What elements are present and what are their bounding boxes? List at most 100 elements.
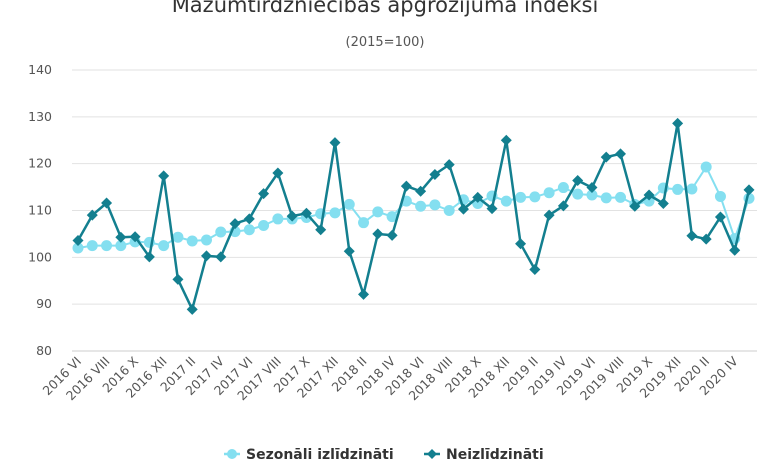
data-point [300,207,312,219]
data-point [172,231,184,243]
data-point [429,199,441,211]
data-point [572,175,584,187]
data-point [358,288,370,300]
data-point [343,245,355,257]
data-point [672,117,684,129]
data-point [115,231,127,243]
data-point [529,264,541,276]
series-seasonally-adjusted [72,161,755,254]
data-point [557,200,569,212]
data-point [372,206,384,218]
data-point [657,197,669,209]
legend-label: Neizlīdzināti [446,447,544,463]
data-point [358,217,370,229]
data-point [515,191,527,203]
data-point [457,203,469,215]
data-point [158,170,170,182]
chart-title: Mazumtirdzniecības apgrozījuma indeksi [172,0,599,17]
data-point [500,195,512,207]
data-point [500,134,512,146]
data-point [101,240,113,252]
data-point [272,167,284,179]
data-point [600,151,612,163]
legend-label: Sezonāli izlīdzināti [246,447,394,463]
data-point [586,182,598,194]
data-point [258,188,270,200]
legend-marker [427,449,437,459]
data-point [86,209,98,221]
data-point [258,219,270,231]
data-point [329,207,341,219]
data-point [443,159,455,171]
y-tick-label: 100 [28,249,52,264]
data-point [515,238,527,250]
data-point [600,192,612,204]
data-point [615,148,627,160]
y-tick-label: 140 [28,62,52,77]
data-point [543,187,555,199]
data-point [672,183,684,195]
data-point [543,209,555,221]
data-point [729,244,741,256]
data-point [143,251,155,263]
y-tick-label: 130 [28,109,52,124]
data-point [400,180,412,192]
data-point [615,191,627,203]
data-point [158,240,170,252]
data-point [286,210,298,222]
data-point [129,231,141,243]
data-point [115,240,127,252]
data-point [343,198,355,210]
y-axis: 80 90 100 110 120 130 140 [28,62,52,358]
data-point [372,228,384,240]
data-point [686,183,698,195]
y-tick-label: 120 [28,156,52,171]
data-point [86,240,98,252]
data-point [101,197,113,209]
data-point [572,188,584,200]
data-point [415,185,427,197]
data-point [529,191,541,203]
data-point [200,234,212,246]
data-point [386,229,398,241]
data-point [557,182,569,194]
data-point [700,233,712,245]
data-point [586,189,598,201]
data-point [186,235,198,247]
data-point [215,251,227,263]
data-point [700,161,712,173]
series-group [72,117,755,315]
data-point [172,273,184,285]
data-point [243,213,255,225]
data-point [643,189,655,201]
y-tick-label: 90 [36,296,52,311]
legend-item: Sezonāli izlīdzināti [224,447,394,463]
data-point [229,218,241,230]
data-point [472,191,484,203]
y-tick-label: 80 [36,343,52,358]
data-point [272,213,284,225]
data-point [714,211,726,223]
data-point [629,200,641,212]
data-point [486,203,498,215]
data-point [186,303,198,315]
data-point [386,211,398,223]
data-point [714,190,726,202]
y-tick-label: 110 [28,203,52,218]
legend-item: Neizlīdzināti [424,447,544,463]
gridlines [72,69,757,352]
legend-marker [227,449,237,459]
data-point [72,242,84,254]
data-point [315,224,327,236]
data-point [243,224,255,236]
data-point [429,168,441,180]
data-point [443,205,455,216]
data-point [686,230,698,242]
legend: Sezonāli izlīdzināti Neizlīdzināti [224,447,544,463]
data-point [200,250,212,262]
data-point [72,234,84,246]
data-point [329,137,341,149]
data-point [743,184,755,196]
